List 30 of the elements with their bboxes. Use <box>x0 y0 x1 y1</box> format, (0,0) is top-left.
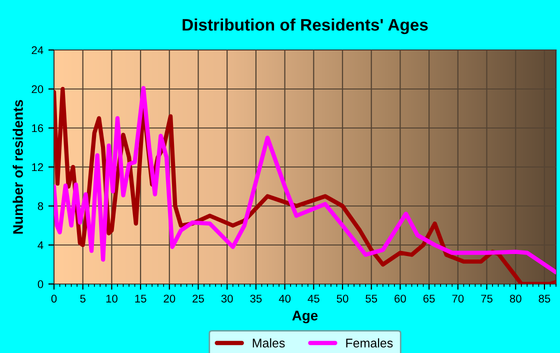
y-tick-label: 4 <box>38 241 44 250</box>
y-tick-label: 20 <box>32 85 44 94</box>
x-tick-label: 25 <box>192 294 204 303</box>
x-tick-label: 70 <box>452 294 464 303</box>
x-tick-label: 80 <box>510 294 522 303</box>
legend-label: Females <box>346 338 393 348</box>
x-tick-label: 55 <box>366 294 378 303</box>
x-tick-label: 45 <box>308 294 320 303</box>
x-tick-label: 10 <box>106 294 118 303</box>
y-axis-title: Number of residents <box>12 100 23 234</box>
legend-label: Males <box>252 338 285 348</box>
y-tick-label: 12 <box>32 163 44 172</box>
x-tick-label: 75 <box>481 294 492 303</box>
x-tick-label: 85 <box>538 294 550 303</box>
x-tick-label: 50 <box>336 294 348 303</box>
x-tick-label: 20 <box>164 294 176 303</box>
x-tick-label: 35 <box>250 294 262 303</box>
x-tick-label: 65 <box>423 294 435 303</box>
y-tick-label: 8 <box>38 202 44 210</box>
y-tick-label: 16 <box>32 124 44 132</box>
x-axis-title: Age <box>292 310 318 324</box>
x-tick-label: 30 <box>221 294 233 303</box>
x-tick-label: 15 <box>135 294 146 303</box>
chart-title: Distribution of Residents' Ages <box>182 18 428 34</box>
y-tick-label: 0 <box>38 280 44 288</box>
x-tick-label: 5 <box>80 294 86 303</box>
x-tick-label: 60 <box>394 294 406 303</box>
x-tick-label: 40 <box>278 294 291 303</box>
y-tick-label: 24 <box>32 46 44 54</box>
x-tick-label: 0 <box>51 294 57 303</box>
